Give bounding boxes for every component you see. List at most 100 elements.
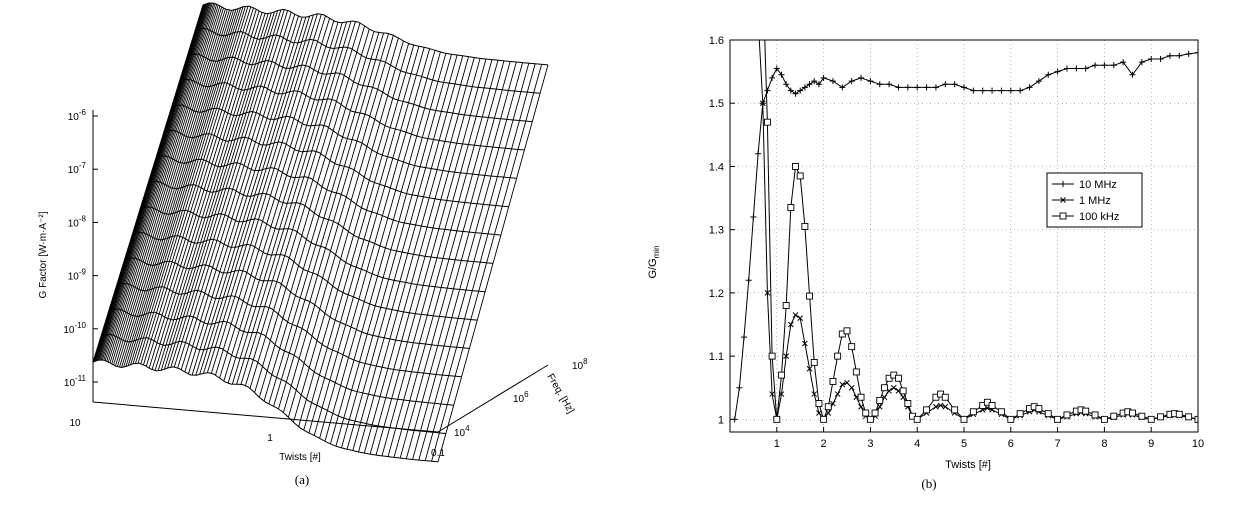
data-point — [876, 396, 884, 404]
y-tick-label: 1 — [718, 414, 724, 426]
line-chart-svg: 1 1.1 1.2 1.3 1.4 1.5 1.6 1 2 3 4 5 6 7 8 9 10 10 MHz 1 … — [647, 35, 1204, 491]
data-point — [1054, 68, 1061, 75]
data-point — [839, 84, 846, 91]
data-point — [914, 84, 921, 91]
data-point — [1148, 55, 1155, 62]
data-point — [782, 302, 790, 309]
data-point — [769, 74, 776, 81]
x-tick-label: 7 — [1055, 438, 1061, 450]
data-point — [1129, 71, 1136, 78]
data-point — [942, 81, 949, 88]
surface-freq-line — [163, 129, 509, 208]
data-point — [839, 381, 846, 388]
x-axis-line — [92, 401, 439, 433]
data-point — [834, 391, 841, 397]
data-point — [876, 81, 883, 88]
data-point — [1138, 59, 1145, 66]
data-point — [792, 312, 799, 318]
data-point — [1044, 410, 1052, 418]
data-point — [731, 416, 738, 423]
panel-a-surface-chart: 10-11 10-10 10-9 10-8 10-7 10-6 10 1 0.1 104 106… — [38, 2, 588, 487]
data-point — [834, 352, 842, 360]
data-point — [801, 223, 809, 230]
data-point — [787, 204, 795, 211]
data-point — [806, 81, 813, 88]
legend-marker — [1060, 197, 1066, 203]
data-point — [844, 379, 850, 386]
data-point — [871, 409, 879, 417]
data-point — [820, 415, 828, 423]
surface-freq-line — [132, 231, 478, 321]
data-point — [904, 400, 912, 407]
data-point — [763, 118, 771, 126]
surface-freq-line — [139, 206, 486, 293]
data-point — [1035, 78, 1042, 85]
data-point — [960, 415, 968, 423]
surface-freq-line — [108, 308, 454, 406]
data-point — [1110, 62, 1117, 69]
data-point — [937, 402, 944, 409]
surface-freq-line — [147, 180, 494, 264]
data-point — [1157, 55, 1164, 62]
x-tick-label: 2 — [821, 438, 827, 450]
data-point — [1091, 411, 1099, 419]
data-point — [745, 277, 752, 284]
data-point — [1082, 65, 1089, 72]
data-point — [951, 81, 958, 88]
data-point — [810, 359, 818, 366]
panel-b-caption: (b) — [921, 476, 936, 491]
data-point — [769, 391, 775, 397]
data-point — [932, 84, 939, 91]
data-point — [848, 343, 856, 351]
data-point — [787, 87, 794, 94]
legend: 10 MHz 1 MHz 100 kHz — [1046, 172, 1143, 228]
data-point — [1120, 59, 1127, 66]
data-point — [886, 81, 893, 88]
surface-axes — [92, 110, 549, 433]
data-point — [933, 403, 939, 410]
data-point — [787, 321, 794, 328]
data-point — [824, 403, 832, 411]
x-tick-label: 4 — [914, 438, 920, 450]
data-point — [843, 327, 851, 335]
data-point — [1045, 71, 1052, 78]
z-tick-label: 10-10 — [63, 321, 86, 336]
x-tick-label: 1 — [774, 438, 780, 450]
panel-a-caption: (a) — [295, 472, 309, 487]
data-point — [1100, 415, 1108, 423]
legend-label: 1 MHz — [1079, 195, 1111, 207]
data-point — [904, 84, 911, 91]
x-tick-label: 8 — [1101, 438, 1107, 450]
y-tick-label: 1.1 — [709, 351, 724, 363]
series-square — [763, 40, 1198, 423]
data-point — [1017, 87, 1024, 94]
y-tick-label: 1.6 — [709, 35, 724, 47]
data-point — [1035, 405, 1043, 413]
x-tick-label: 9 — [1148, 438, 1154, 450]
surface-freq-line — [202, 2, 549, 66]
data-point — [895, 84, 902, 91]
data-point — [1175, 410, 1183, 418]
data-point — [764, 290, 771, 296]
data-point — [951, 406, 959, 414]
data-point — [858, 74, 865, 81]
y-axis-label: Freq. [Hz] — [544, 372, 576, 416]
z-tick-label: 10-7 — [68, 161, 87, 176]
surface-freq-line — [179, 78, 525, 151]
data-point — [764, 87, 771, 94]
data-point — [755, 150, 762, 157]
data-point — [989, 87, 996, 94]
surface-chart-svg: 10-11 10-10 10-9 10-8 10-7 10-6 10 1 0.1 104 106… — [38, 2, 588, 487]
data-point — [806, 292, 814, 300]
data-point — [970, 87, 977, 94]
y-tick-label: 1.2 — [709, 288, 724, 300]
data-point — [969, 408, 977, 416]
data-point — [862, 409, 870, 417]
data-point — [997, 408, 1005, 416]
data-point — [792, 90, 799, 97]
series-plus — [731, 49, 1198, 423]
surface-freq-line — [116, 282, 462, 378]
z-tick-label: 10-9 — [68, 268, 87, 283]
data-point — [1092, 62, 1099, 69]
series-group — [731, 40, 1198, 423]
